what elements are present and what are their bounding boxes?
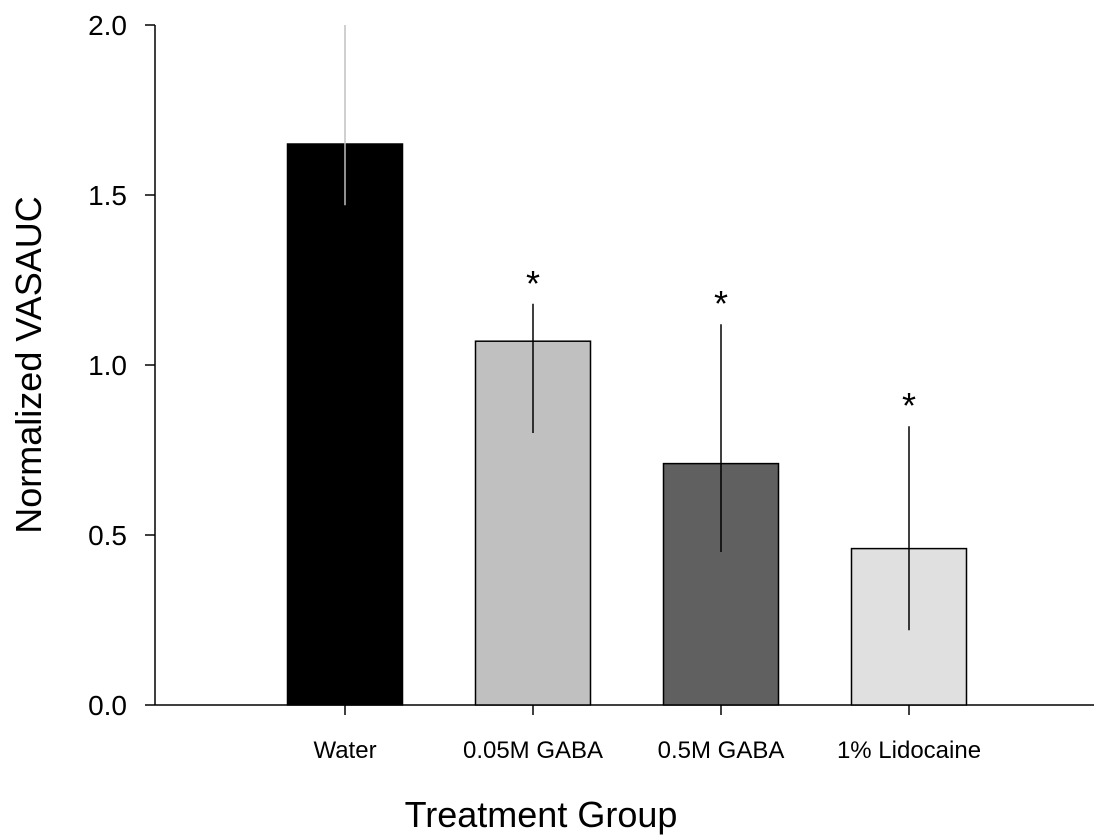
y-tick-label: 1.5 — [88, 180, 127, 211]
category-labels: Water 0.05M GABA 0.5M GABA 1% Lidocaine — [313, 705, 981, 764]
y-tick-label: 2.0 — [88, 10, 127, 41]
y-axis-title: Normalized VASAUC — [8, 196, 49, 533]
x-axis-title: Treatment Group — [405, 794, 678, 835]
x-tick-label: 0.5M GABA — [658, 737, 785, 764]
y-tick-label: 0.5 — [88, 520, 127, 551]
y-tick-label: 0.0 — [88, 690, 127, 721]
y-tick-label: 1.0 — [88, 350, 127, 381]
significance-marker: * — [902, 385, 916, 426]
bars: * * * — [286, 25, 968, 706]
bar — [286, 143, 404, 706]
x-tick-label: 1% Lidocaine — [837, 737, 981, 764]
x-tick-label: 0.05M GABA — [463, 737, 603, 764]
x-tick-label: Water — [313, 737, 376, 764]
significance-marker: * — [526, 263, 540, 304]
y-ticks: 0.0 0.5 1.0 1.5 2.0 — [88, 10, 155, 721]
significance-marker: * — [714, 283, 728, 324]
